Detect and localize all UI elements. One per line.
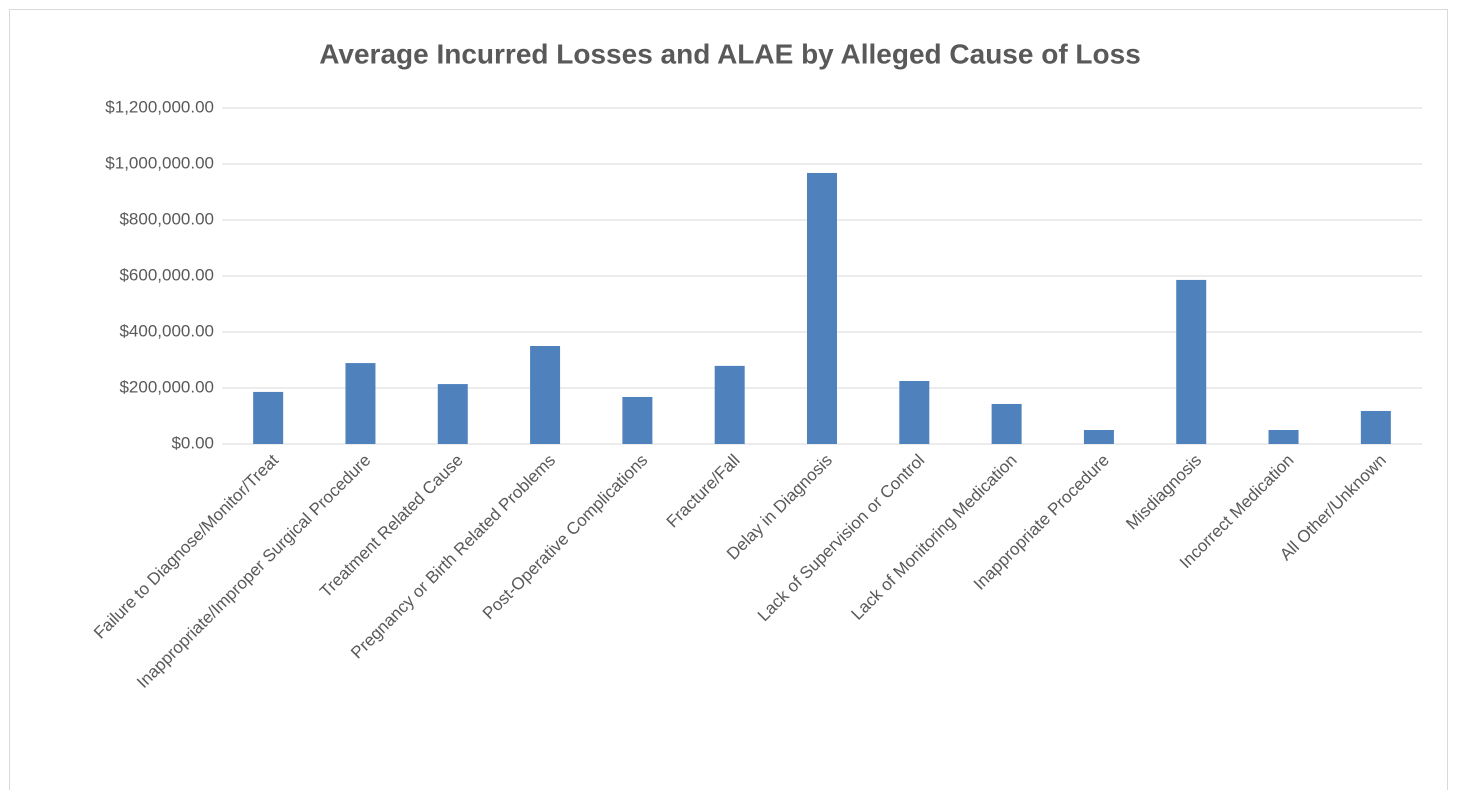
bar xyxy=(807,172,837,444)
bar xyxy=(991,403,1022,444)
x-tick-label: Lack of Monitoring Medication xyxy=(847,451,1020,624)
bar xyxy=(253,391,284,444)
bar xyxy=(622,396,653,444)
x-tick-label: Lack of Supervision or Control xyxy=(754,451,928,625)
y-tick-label: $600,000.00 xyxy=(119,265,214,284)
bar xyxy=(714,365,745,444)
bar xyxy=(345,363,376,444)
bar xyxy=(1083,430,1114,444)
y-tick-label: $800,000.00 xyxy=(119,209,214,228)
bar xyxy=(1268,430,1299,444)
y-tick-label: $1,000,000.00 xyxy=(105,153,214,172)
y-tick-label: $1,200,000.00 xyxy=(105,97,214,116)
x-tick-label: Post-Operative Complications xyxy=(479,451,651,623)
x-tick-label: Misdiagnosis xyxy=(1122,451,1205,534)
x-tick-label: Pregnancy or Birth Related Problems xyxy=(347,451,559,663)
chart-border xyxy=(9,9,1448,790)
bar xyxy=(1360,410,1391,444)
y-tick-label: $200,000.00 xyxy=(119,377,214,396)
x-tick-label: Failure to Diagnose/Monitor/Treat xyxy=(90,450,282,642)
bar xyxy=(530,346,561,444)
chart-title: Average Incurred Losses and ALAE by Alle… xyxy=(319,38,1141,69)
bar xyxy=(1176,279,1207,444)
x-tick-label: Fracture/Fall xyxy=(663,451,744,532)
y-tick-label: $400,000.00 xyxy=(119,321,214,340)
bar xyxy=(899,381,930,444)
y-tick-label: $0.00 xyxy=(171,433,214,452)
bar xyxy=(437,384,468,444)
